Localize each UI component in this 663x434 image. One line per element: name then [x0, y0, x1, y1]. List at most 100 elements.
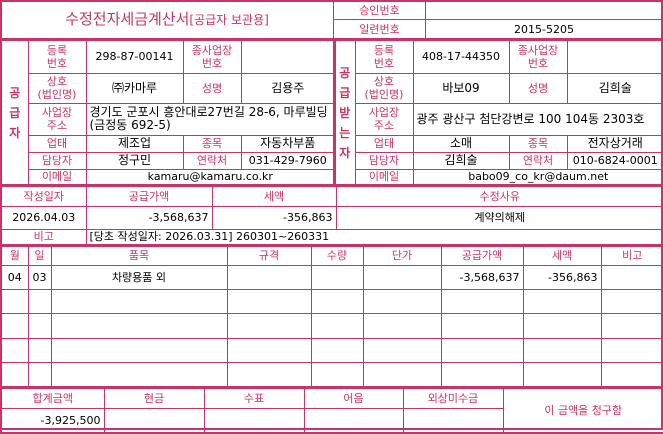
item-cell: [522, 289, 602, 315]
supply-label: 공급가액: [85, 185, 213, 207]
contact-value: 010-6824-0001: [566, 151, 663, 170]
sub-biz-value: [566, 39, 663, 74]
table-row: [0, 362, 663, 388]
item-cell: [362, 337, 442, 364]
item-cell: [310, 313, 364, 339]
supply-value: -3,568,637: [85, 205, 213, 230]
item-cell: [50, 337, 228, 364]
item-cell: [362, 289, 442, 315]
item-cell: [226, 337, 312, 364]
item-cell: [362, 313, 442, 339]
name-label: 성명: [508, 72, 568, 104]
item-cell: [310, 264, 364, 291]
item-label: 종목: [182, 134, 242, 153]
email-label: 이메일: [27, 168, 87, 186]
item-cell: [226, 313, 312, 339]
totals-header: 현금: [103, 387, 205, 409]
items-header: 월: [0, 245, 29, 266]
approval-value: [425, 0, 663, 20]
reg-no-label: 등록 번호: [354, 39, 414, 74]
item-cell: [310, 362, 364, 388]
sub-biz-value: [240, 39, 336, 74]
date-label: 작성일자: [0, 185, 87, 207]
serial-label: 일련번호: [333, 19, 426, 39]
item-cell: [50, 313, 228, 339]
name-label: 성명: [182, 72, 242, 104]
item-cell: [440, 337, 524, 364]
item-cell: [310, 289, 364, 315]
item-cell: [50, 289, 228, 315]
item-cell: [226, 289, 312, 315]
item-cell: [362, 362, 442, 388]
email-value: kamaru@kamaru.co.kr: [85, 168, 336, 186]
items-header: 일: [27, 245, 52, 266]
biz-type-label: 업태: [354, 134, 414, 153]
tax-value: -356,863: [211, 205, 337, 230]
items-header: 수량: [310, 245, 364, 266]
table-row: 04 03 차량용품 외 -3,568,637 -356,863: [0, 264, 663, 291]
item-cell: [440, 289, 524, 315]
approval-label: 승인번호: [333, 0, 426, 20]
date-value: 2026.04.03: [0, 205, 87, 230]
supplier-section: 공급자 등록 번호 298-87-00141 종사업장 번호 상호 (법인명) ㈜카마루…: [0, 39, 336, 186]
totals-header: 외상미수금: [402, 387, 504, 409]
address-value: 경기도 군포시 흥안대로27번길 28-6, 마루빌딩 (금정동 692-5): [85, 102, 336, 136]
company-label: 상호 (법인명): [354, 72, 414, 104]
reg-no-value: 408-17-44350: [412, 39, 510, 74]
items-table: 월 일 품목 규격 수량 단가 공급가액 세액 비고 04 03 차량용품 외 -3,568,637 -3…: [0, 245, 663, 388]
contact-label: 연락처: [508, 151, 568, 170]
company-label: 상호 (법인명): [27, 72, 87, 104]
summary-section: 작성일자 공급가액 세액 수정사유 2026.04.03 -3,568,637 -356,…: [0, 185, 663, 246]
items-header: 품목: [50, 245, 228, 266]
contact-value: 031-429-7960: [240, 151, 336, 170]
item-cell: [27, 313, 52, 339]
item-label: 종목: [508, 134, 568, 153]
biz-type-value: 소매: [412, 134, 510, 153]
item-cell: [0, 362, 29, 388]
item-cell: [522, 362, 602, 388]
item-cell: -3,568,637: [440, 264, 524, 291]
item-cell: [226, 264, 312, 291]
reason-value: 계약의해제: [335, 205, 663, 230]
invoice-header: 수정전자세금계산서[공급자 보관용] 승인번호 일련번호 2015-5205: [0, 0, 663, 39]
name-value: 김희술: [566, 72, 663, 104]
totals-header: 어음: [303, 387, 404, 409]
address-label: 사업장 주소: [354, 102, 414, 136]
item-cell: [600, 313, 663, 339]
item-cell: [27, 337, 52, 364]
items-header: 비고: [600, 245, 663, 266]
item-cell: [27, 362, 52, 388]
note-label: 비고: [0, 228, 87, 246]
item-cell: [600, 337, 663, 364]
item-cell: [226, 362, 312, 388]
item-cell: 차량용품 외: [50, 264, 228, 291]
receiver-section-label: 공급받는자: [333, 39, 356, 186]
table-row: [0, 337, 663, 364]
manager-value: 정구민: [85, 151, 184, 170]
item-value: 전자상거래: [566, 134, 663, 153]
supplier-section-label: 공급자: [0, 39, 29, 186]
company-value: 바보09: [412, 72, 510, 104]
item-cell: [50, 362, 228, 388]
totals-section: 합계금액 현금 수표 어음 외상미수금 이 금액을 청구함 -3,925,500: [0, 387, 663, 434]
totals-value: [402, 407, 504, 434]
item-cell: 03: [27, 264, 52, 291]
item-cell: [27, 289, 52, 315]
item-cell: [522, 313, 602, 339]
email-value: babo09_co_kr@daum.net: [412, 168, 663, 186]
items-header: 규격: [226, 245, 312, 266]
sub-biz-label: 종사업장 번호: [182, 39, 242, 74]
reg-no-value: 298-87-00141: [85, 39, 184, 74]
item-cell: -356,863: [522, 264, 602, 291]
item-cell: [0, 289, 29, 315]
company-value: ㈜카마루: [85, 72, 184, 104]
totals-value: [203, 407, 305, 434]
address-label: 사업장 주소: [27, 102, 87, 136]
sub-biz-label: 종사업장 번호: [508, 39, 568, 74]
serial-value: 2015-5205: [425, 19, 663, 39]
items-header: 공급가액: [440, 245, 524, 266]
totals-value: [303, 407, 404, 434]
table-row: [0, 313, 663, 339]
receiver-section: 공급받는자 등록 번호 408-17-44350 종사업장 번호 상호 (법인명) 바보…: [333, 39, 663, 186]
